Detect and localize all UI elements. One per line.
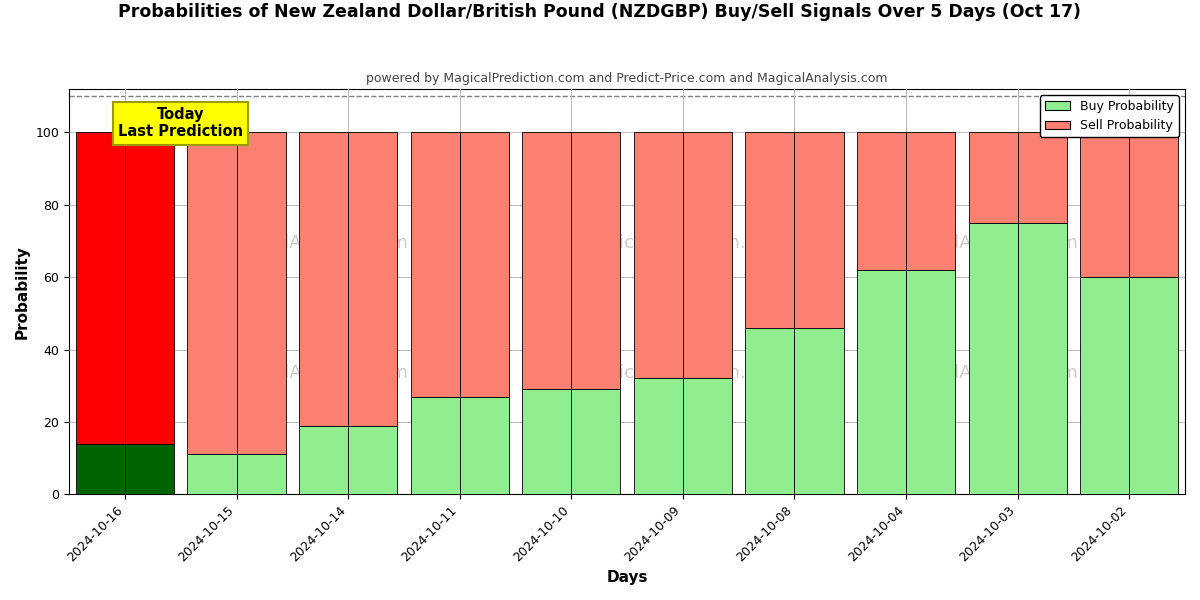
Text: Today
Last Prediction: Today Last Prediction [119, 107, 244, 139]
Bar [745, 328, 794, 494]
Bar [634, 133, 683, 379]
Bar [968, 133, 1018, 223]
Text: MagicalPrediction.com: MagicalPrediction.com [581, 234, 785, 252]
Text: MagicalAnalysis.com: MagicalAnalysis.com [890, 234, 1078, 252]
Bar [1080, 133, 1129, 277]
Bar [410, 133, 460, 397]
Bar [348, 425, 397, 494]
Text: MagicalAnalysis.com: MagicalAnalysis.com [221, 364, 408, 382]
Bar [236, 133, 286, 454]
Text: MagicalPrediction.com: MagicalPrediction.com [581, 364, 785, 382]
Bar [683, 379, 732, 494]
Bar [906, 133, 955, 270]
Bar [76, 133, 125, 443]
Bar [968, 223, 1018, 494]
Bar [683, 133, 732, 379]
Bar [1129, 133, 1178, 277]
Bar [125, 133, 174, 443]
Bar [634, 379, 683, 494]
Bar [348, 133, 397, 425]
Bar [794, 328, 844, 494]
Bar [187, 454, 236, 494]
Bar [857, 270, 906, 494]
Bar [1080, 277, 1129, 494]
Bar [571, 133, 620, 389]
Text: MagicalAnalysis.com: MagicalAnalysis.com [890, 364, 1078, 382]
X-axis label: Days: Days [606, 570, 648, 585]
Legend: Buy Probability, Sell Probability: Buy Probability, Sell Probability [1040, 95, 1178, 137]
Bar [460, 397, 509, 494]
Bar [745, 133, 794, 328]
Bar [571, 389, 620, 494]
Text: Probabilities of New Zealand Dollar/British Pound (NZDGBP) Buy/Sell Signals Over: Probabilities of New Zealand Dollar/Brit… [119, 3, 1081, 21]
Bar [76, 443, 125, 494]
Bar [1018, 223, 1067, 494]
Bar [125, 443, 174, 494]
Bar [236, 454, 286, 494]
Bar [522, 133, 571, 389]
Bar [187, 133, 236, 454]
Bar [299, 133, 348, 425]
Bar [460, 133, 509, 397]
Bar [906, 270, 955, 494]
Bar [299, 425, 348, 494]
Bar [1018, 133, 1067, 223]
Bar [857, 133, 906, 270]
Bar [1129, 277, 1178, 494]
Text: MagicalAnalysis.com: MagicalAnalysis.com [221, 234, 408, 252]
Y-axis label: Probability: Probability [16, 245, 30, 338]
Bar [522, 389, 571, 494]
Bar [410, 397, 460, 494]
Bar [794, 133, 844, 328]
Title: powered by MagicalPrediction.com and Predict-Price.com and MagicalAnalysis.com: powered by MagicalPrediction.com and Pre… [366, 72, 888, 85]
